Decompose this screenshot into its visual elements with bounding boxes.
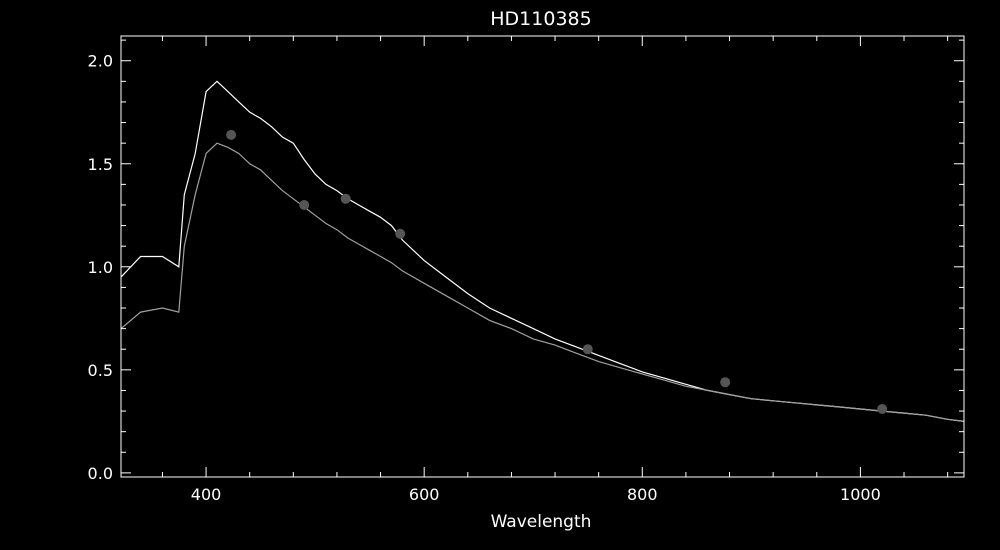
x-tick-label: 400	[191, 485, 222, 504]
data-point	[395, 228, 406, 239]
y-tick-label: 2.0	[88, 52, 113, 71]
data-point	[226, 129, 237, 140]
data-point	[720, 377, 731, 388]
tick-layer: 400 600 800 1000 0.0 0.5 1.0 1.5 2.0	[88, 36, 964, 504]
y-tick-label: 1.5	[88, 155, 113, 174]
chart-title: HD110385	[490, 8, 591, 30]
data-point	[582, 344, 593, 355]
x-axis-label: Wavelength	[491, 512, 592, 532]
y-tick-label: 1.0	[88, 258, 113, 277]
data-point	[340, 193, 351, 204]
y-tick-label: 0.0	[88, 464, 113, 483]
data-point	[877, 404, 888, 414]
points-layer	[226, 129, 888, 414]
series-line-2	[120, 142, 965, 422]
y-tick-label: 0.5	[88, 361, 113, 380]
x-tick-label: 1000	[840, 485, 881, 504]
data-point	[299, 200, 310, 210]
plot-frame	[120, 35, 965, 478]
x-tick-label: 800	[627, 485, 658, 504]
series-layer	[120, 80, 965, 422]
x-tick-label: 600	[409, 485, 440, 504]
